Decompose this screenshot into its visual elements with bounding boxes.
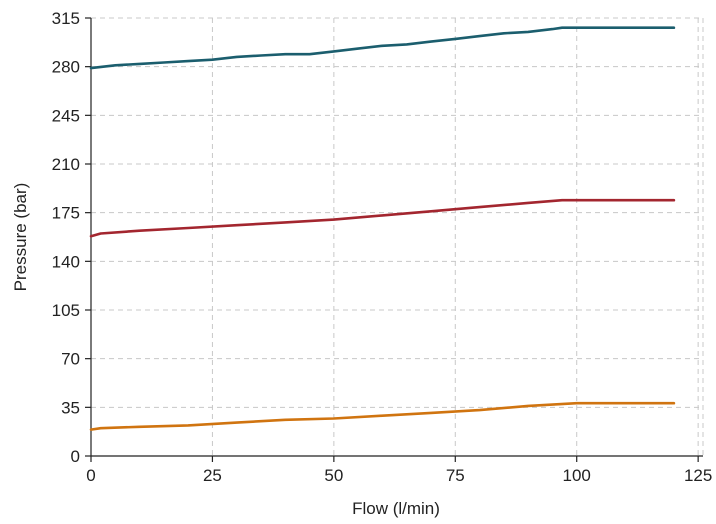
y-tick-label: 245 <box>52 106 80 125</box>
series-lines <box>89 26 676 431</box>
y-tick-label: 280 <box>52 58 80 77</box>
axes <box>90 18 703 457</box>
series-line-1 <box>89 26 676 70</box>
series-line-3 <box>89 401 676 431</box>
y-axis-title: Pressure (bar) <box>11 183 30 292</box>
y-tick-label: 70 <box>61 350 80 369</box>
x-tick-label: 75 <box>446 466 465 485</box>
y-tick-label: 0 <box>71 447 80 466</box>
series-line-2 <box>89 198 676 238</box>
x-tick-label: 0 <box>86 466 95 485</box>
y-axis-ticks: 0 35 70 105 140 175 210 245 280 315 <box>52 9 91 466</box>
x-tick-label: 25 <box>203 466 222 485</box>
x-axis-ticks: 0 25 50 75 100 125 <box>86 456 712 485</box>
y-tick-label: 315 <box>52 9 80 28</box>
y-tick-label: 35 <box>61 398 80 417</box>
x-tick-label: 100 <box>563 466 591 485</box>
x-axis-title: Flow (l/min) <box>352 499 440 518</box>
x-tick-label: 125 <box>684 466 712 485</box>
y-tick-label: 175 <box>52 204 80 223</box>
x-tick-label: 50 <box>324 466 343 485</box>
y-tick-label: 105 <box>52 301 80 320</box>
y-tick-label: 210 <box>52 155 80 174</box>
grid <box>91 17 704 457</box>
y-tick-label: 140 <box>52 252 80 271</box>
